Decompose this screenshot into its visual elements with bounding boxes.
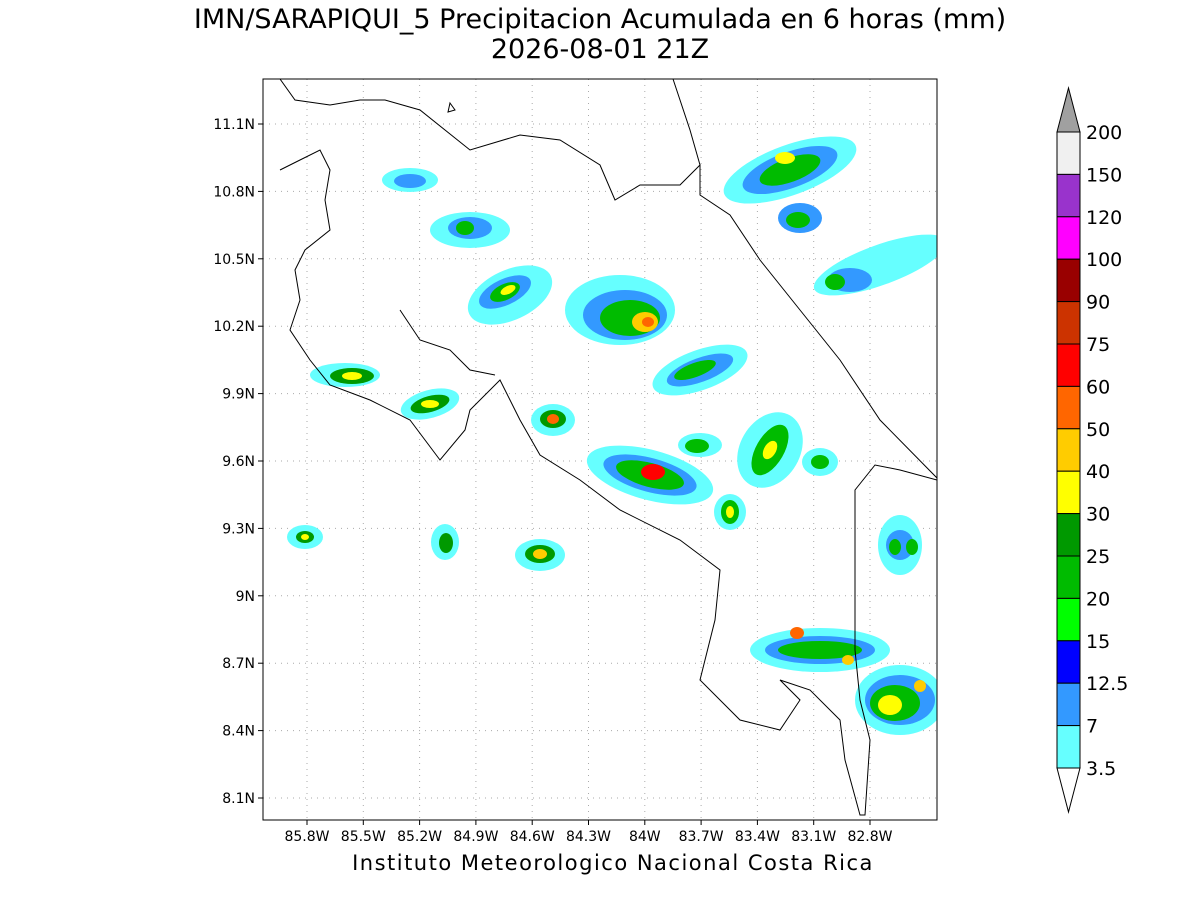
rain-cell bbox=[802, 448, 838, 476]
colorbar-label: 90 bbox=[1086, 292, 1110, 314]
colorbar-box bbox=[1056, 131, 1081, 175]
graticule: 11.1N 10.8N 10.5N 10.2N 9.9N 9.6N 9.3N 9N 8.7N 8.… bbox=[213, 79, 937, 845]
rain-cell bbox=[723, 136, 857, 204]
lon-label: 85.8W bbox=[284, 829, 329, 845]
colorbar-box bbox=[1056, 513, 1081, 557]
colorbar-label: 12.5 bbox=[1086, 673, 1128, 695]
colorbar-box bbox=[1056, 301, 1081, 345]
colorbar-label: 120 bbox=[1086, 207, 1122, 229]
lon-label: 85.5W bbox=[341, 829, 386, 845]
colorbar-box bbox=[1056, 428, 1081, 472]
colorbar-box bbox=[1056, 555, 1081, 599]
lat-label: 10.8N bbox=[213, 184, 255, 200]
colorbar-box bbox=[1056, 470, 1081, 515]
rain-cell bbox=[813, 234, 937, 296]
colorbar-label: 50 bbox=[1086, 419, 1110, 441]
rain-cell bbox=[750, 627, 890, 672]
precipitation-field bbox=[287, 136, 937, 735]
rain-cell bbox=[515, 539, 565, 571]
colorbar-box bbox=[1056, 343, 1081, 387]
colorbar-label: 25 bbox=[1086, 546, 1110, 568]
rain-cell bbox=[400, 388, 460, 420]
rain-cell bbox=[431, 524, 459, 560]
colorbar-label: 100 bbox=[1086, 249, 1122, 271]
colorbar-box bbox=[1056, 640, 1081, 684]
rain-cell bbox=[586, 445, 714, 505]
coastlines bbox=[279, 79, 937, 816]
lat-label: 8.4N bbox=[222, 724, 255, 740]
rain-cell bbox=[430, 212, 510, 248]
rain-cell bbox=[652, 344, 748, 396]
colorbar-box bbox=[1056, 216, 1081, 260]
rain-cell bbox=[310, 363, 380, 387]
colorbar-label: 20 bbox=[1086, 588, 1110, 610]
colorbar-label: 60 bbox=[1086, 376, 1110, 398]
title: IMN/SARAPIQUI_5 Precipitacion Acumulada … bbox=[194, 4, 1006, 35]
rain-cell bbox=[467, 265, 553, 325]
rain-cell bbox=[287, 525, 323, 549]
lat-label: 11.1N bbox=[213, 117, 255, 133]
rain-cell bbox=[531, 404, 575, 436]
colorbar-label: 15 bbox=[1086, 631, 1110, 653]
lon-label: 84.9W bbox=[453, 829, 498, 845]
colorbar-under bbox=[1056, 767, 1081, 814]
colorbar-over bbox=[1056, 86, 1081, 133]
colorbar-label: 3.5 bbox=[1086, 758, 1116, 780]
rain-cell bbox=[855, 665, 937, 735]
lon-label: 82.8W bbox=[847, 829, 892, 845]
lon-label: 83.1W bbox=[791, 829, 836, 845]
lat-label: 9.3N bbox=[222, 521, 255, 537]
lon-label: 84.3W bbox=[566, 829, 611, 845]
lon-label: 84W bbox=[629, 829, 661, 845]
colorbar-label: 75 bbox=[1086, 334, 1110, 356]
rain-cell bbox=[878, 515, 922, 575]
colorbar-box bbox=[1056, 173, 1081, 218]
rain-cell bbox=[382, 168, 438, 192]
colorbar-label: 7 bbox=[1086, 716, 1098, 738]
lon-label: 83.4W bbox=[735, 829, 780, 845]
colorbar-box bbox=[1056, 258, 1081, 303]
lon-label: 83.7W bbox=[679, 829, 724, 845]
lat-label: 8.7N bbox=[222, 656, 255, 672]
colorbar-label: 150 bbox=[1086, 164, 1122, 186]
lat-label: 10.2N bbox=[213, 319, 255, 335]
rain-cell bbox=[778, 203, 822, 233]
lat-label: 9.6N bbox=[222, 454, 255, 470]
map-frame bbox=[262, 78, 938, 821]
rain-cell bbox=[737, 412, 803, 488]
lat-label: 10.5N bbox=[213, 252, 255, 268]
rain-cell bbox=[565, 275, 675, 345]
lon-label: 84.6W bbox=[510, 829, 555, 845]
colorbar-box bbox=[1056, 385, 1081, 430]
lat-label: 8.1N bbox=[222, 791, 255, 807]
lat-label: 9N bbox=[236, 589, 255, 605]
footer: Instituto Meteorologico Nacional Costa R… bbox=[352, 851, 874, 875]
rain-cell bbox=[714, 494, 746, 530]
colorbar-box bbox=[1056, 597, 1081, 642]
colorbar-label: 200 bbox=[1086, 122, 1122, 144]
lon-label: 85.2W bbox=[397, 829, 442, 845]
subtitle: 2026-08-01 21Z bbox=[491, 34, 709, 65]
lat-label: 9.9N bbox=[222, 387, 255, 403]
rain-cell bbox=[678, 433, 722, 457]
colorbar-box bbox=[1056, 682, 1081, 727]
colorbar: 200 150 120 100 90 75 60 50 40 30 25 20 15 12.5 7 3.5 bbox=[1056, 86, 1128, 814]
colorbar-label: 40 bbox=[1086, 461, 1110, 483]
colorbar-label: 30 bbox=[1086, 504, 1110, 526]
colorbar-box bbox=[1056, 725, 1081, 769]
